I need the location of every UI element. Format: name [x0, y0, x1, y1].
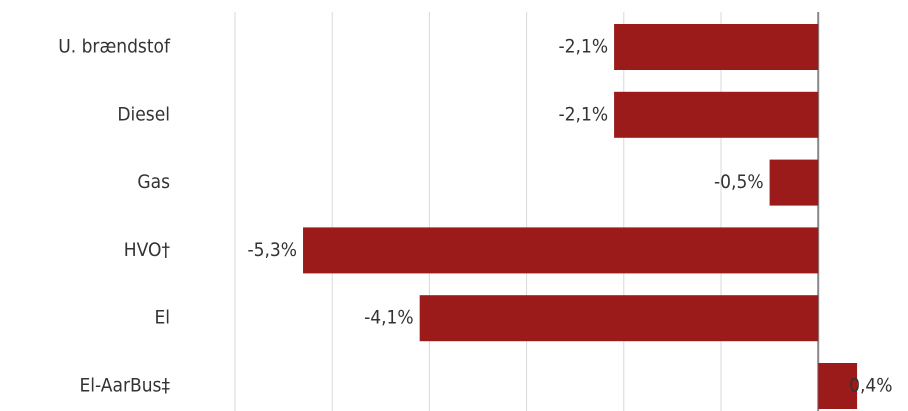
- category-label: El: [154, 307, 170, 329]
- bar: [303, 227, 819, 274]
- category-label: HVO†: [124, 239, 171, 261]
- value-label: -2,1%: [558, 36, 608, 58]
- value-label: 0,4%: [849, 375, 892, 397]
- bar: [769, 159, 819, 206]
- bar: [419, 295, 819, 342]
- bar: [614, 91, 819, 138]
- value-label: -5,3%: [247, 239, 297, 261]
- value-label: -0,5%: [714, 171, 764, 193]
- category-label: Diesel: [117, 103, 170, 125]
- category-label: Gas: [137, 171, 170, 193]
- value-label: -4,1%: [364, 307, 414, 329]
- bar: [614, 24, 819, 70]
- value-label: -2,1%: [558, 103, 608, 125]
- bar: [818, 363, 858, 409]
- category-label: U. brændstof: [58, 36, 171, 58]
- category-label: El-AarBus‡: [79, 375, 170, 397]
